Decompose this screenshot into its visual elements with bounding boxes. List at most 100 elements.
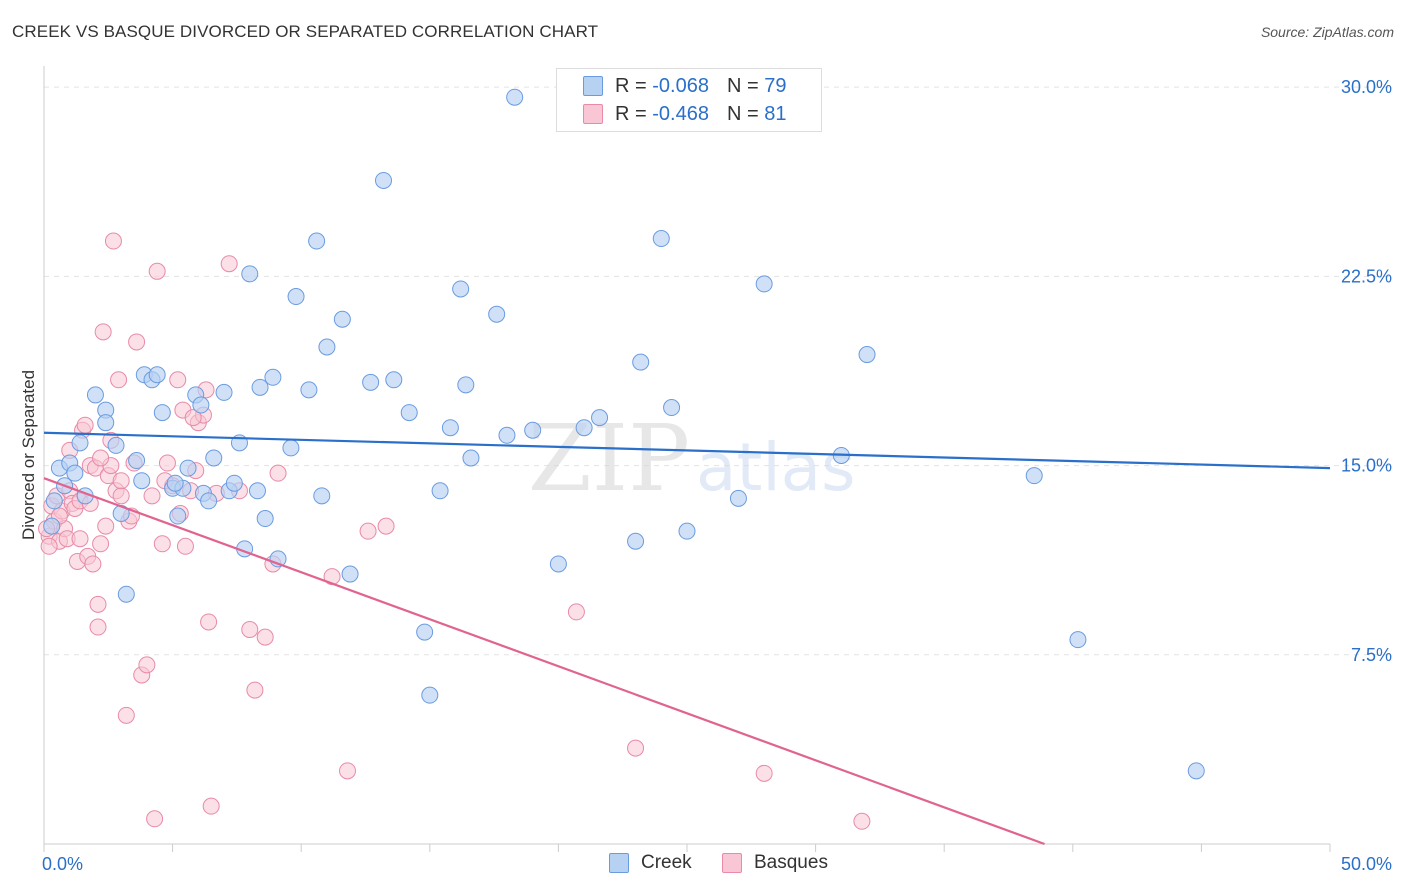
legend-basques-r-label: R =: [615, 102, 647, 125]
basques-point: [169, 371, 187, 389]
creek-point: [400, 404, 418, 422]
legend-creek-r-label: R =: [615, 74, 647, 97]
creek-point: [248, 482, 266, 500]
creek-point: [591, 409, 609, 427]
basques-trend-line: [43, 477, 1045, 846]
basques-point: [138, 656, 156, 674]
basques-point: [143, 487, 161, 505]
basques-point: [112, 472, 130, 490]
creek-point: [166, 474, 184, 492]
watermark-atlas: atlas: [696, 429, 856, 506]
creek-point: [333, 310, 351, 328]
legend-creek-n-label: N =: [726, 74, 759, 97]
basques-points: [38, 232, 871, 830]
basques-point: [158, 454, 176, 472]
basques-point: [256, 628, 274, 646]
creek-point: [282, 439, 300, 457]
basques-point: [359, 522, 377, 540]
creek-point: [652, 230, 670, 248]
creek-point: [498, 426, 516, 444]
basques-point: [220, 255, 238, 273]
creek-point: [43, 517, 61, 535]
basques-point: [567, 603, 585, 621]
creek-point: [215, 383, 233, 401]
basques-point: [40, 537, 58, 555]
basques-legend-label: Basques: [754, 852, 828, 873]
basques-point: [153, 535, 171, 553]
creek-trend-line: [43, 431, 1331, 470]
creek-point: [632, 353, 650, 371]
creek-point: [241, 265, 259, 283]
creek-point: [575, 419, 593, 437]
creek-point: [66, 464, 84, 482]
creek-point: [457, 376, 475, 394]
basques-point: [117, 706, 135, 724]
watermark-zip: ZIP: [528, 405, 690, 512]
y-tick-label: 30.0%: [1341, 77, 1392, 97]
creek-point: [45, 492, 63, 510]
legend-basques-n-value: 81: [764, 102, 787, 125]
legend-basques-n-label: N =: [726, 102, 759, 125]
basques-point: [148, 262, 166, 280]
creek-point: [251, 378, 269, 396]
creek-point: [341, 565, 359, 583]
creek-point: [858, 346, 876, 364]
basques-point: [104, 232, 122, 250]
creek-point: [549, 555, 567, 573]
creek-points: [43, 88, 1205, 780]
creek-point: [128, 452, 146, 470]
basques-legend-swatch: [722, 853, 742, 873]
legend-basques-r-value: -0.468: [652, 102, 709, 125]
creek-point: [1187, 762, 1205, 780]
creek-point: [1069, 631, 1087, 649]
basques-point: [71, 530, 89, 548]
basques-swatch: [583, 104, 603, 124]
basques-point: [269, 464, 287, 482]
creek-point: [729, 489, 747, 507]
creek-point: [431, 482, 449, 500]
x-tick-label: 50.0%: [1341, 854, 1392, 874]
creek-point: [117, 585, 135, 603]
creek-point: [441, 419, 459, 437]
creek-point: [452, 280, 470, 298]
creek-swatch: [583, 76, 603, 96]
creek-point: [678, 522, 696, 540]
legend-row-basques: R = -0.468 N = 81: [583, 102, 786, 126]
axes: [43, 66, 1331, 852]
series-legend-basques[interactable]: Basques: [722, 852, 828, 874]
creek-point: [663, 399, 681, 417]
creek-point: [97, 414, 115, 432]
basques-point: [202, 797, 220, 815]
creek-point: [169, 507, 187, 525]
creek-point: [313, 487, 331, 505]
creek-legend-swatch: [609, 853, 629, 873]
creek-point: [416, 623, 434, 641]
legend-creek-r-value: -0.068: [652, 74, 709, 97]
creek-point: [86, 386, 104, 404]
basques-point: [755, 764, 773, 782]
basques-point: [92, 449, 110, 467]
creek-point: [192, 396, 210, 414]
creek-point: [107, 436, 125, 454]
creek-point: [375, 171, 393, 189]
creek-point: [627, 532, 645, 550]
creek-point: [205, 449, 223, 467]
creek-point: [225, 474, 243, 492]
creek-point: [1025, 467, 1043, 485]
basques-point: [110, 371, 128, 389]
basques-point: [146, 810, 164, 828]
creek-point: [300, 381, 318, 399]
basques-point: [92, 535, 110, 553]
basques-point: [338, 762, 356, 780]
creek-point: [153, 404, 171, 422]
basques-point: [128, 333, 146, 351]
creek-point: [755, 275, 773, 293]
basques-point: [184, 409, 202, 427]
legend-creek-n-value: 79: [764, 74, 787, 97]
creek-point: [362, 373, 380, 391]
basques-point: [76, 416, 94, 434]
creek-point: [264, 368, 282, 386]
series-legend-creek[interactable]: Creek: [609, 852, 692, 874]
creek-point: [385, 371, 403, 389]
